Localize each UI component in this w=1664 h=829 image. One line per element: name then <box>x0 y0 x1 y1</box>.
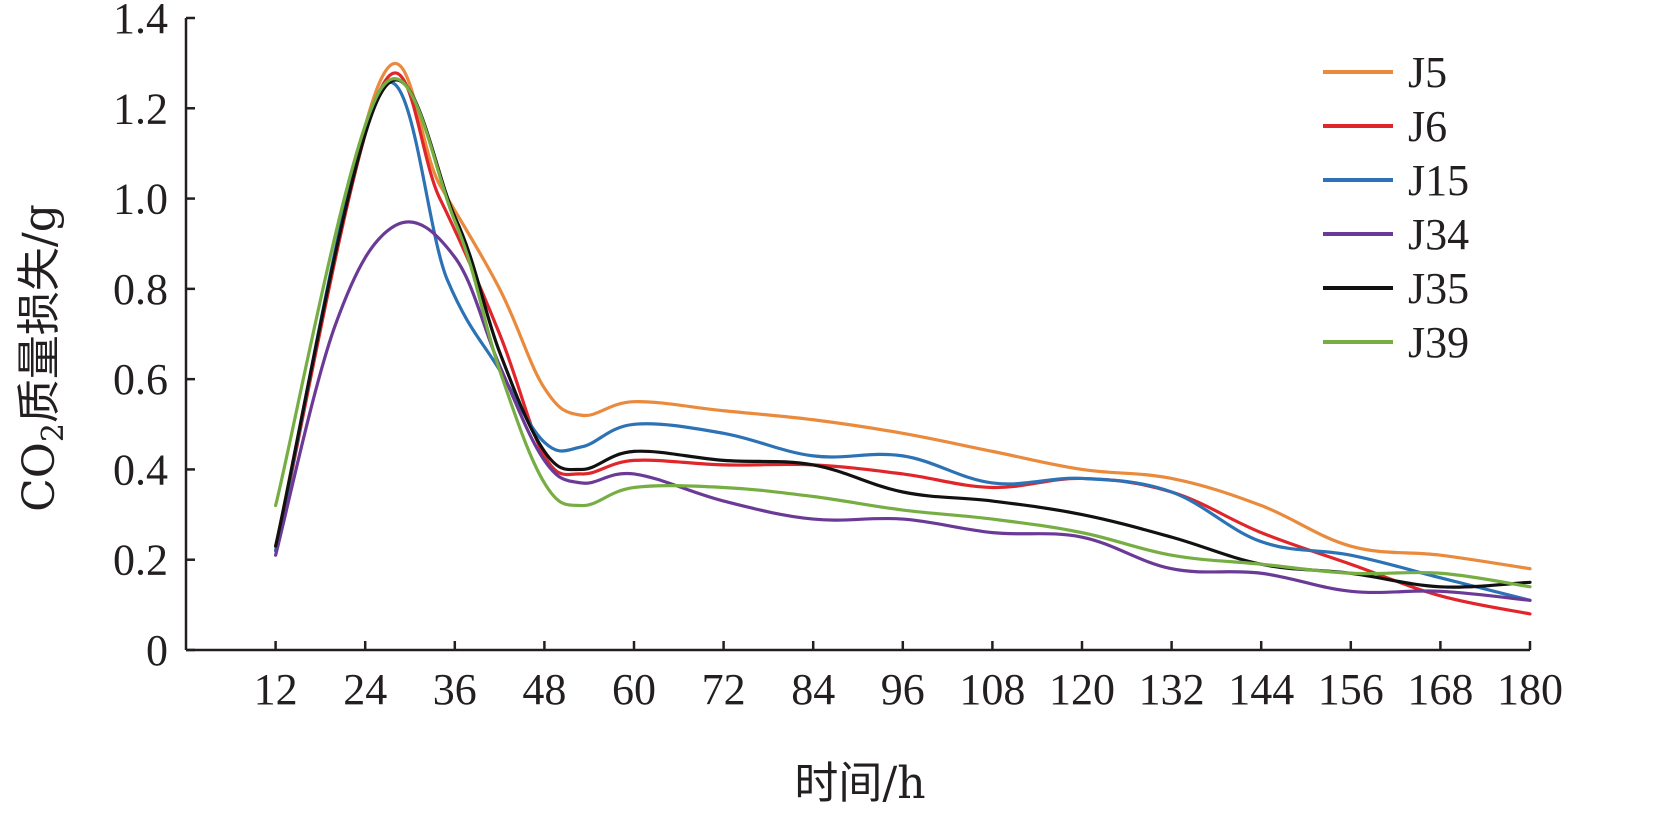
x-tick-label: 48 <box>522 665 566 714</box>
y-axis-title-prefix: CO <box>14 442 65 512</box>
chart-axes <box>184 18 1530 652</box>
x-tick-label: 36 <box>433 665 477 714</box>
legend-label-j39: J39 <box>1408 318 1469 367</box>
x-tick-label: 24 <box>343 665 387 714</box>
x-tick-label: 12 <box>254 665 298 714</box>
series-line-j39 <box>274 77 1532 589</box>
y-tick-label: 1.2 <box>113 84 168 133</box>
x-axis-title: 时间/h <box>794 758 925 809</box>
legend-label-j5: J5 <box>1408 48 1447 97</box>
y-tick-label: 0.8 <box>113 265 168 314</box>
x-tick-label: 180 <box>1497 665 1563 714</box>
plot-series <box>274 61 1532 616</box>
series-line-j6 <box>274 71 1532 616</box>
legend-label-j34: J34 <box>1408 210 1469 259</box>
legend-label-j6: J6 <box>1408 102 1447 151</box>
y-axis-title: CO2质量损失/g <box>14 204 71 512</box>
y-tick-label: 1.4 <box>113 0 168 43</box>
x-tick-label: 132 <box>1139 665 1205 714</box>
y-tick-label: 0.6 <box>113 355 168 404</box>
y-axis-title-subscript: 2 <box>36 423 71 442</box>
x-tick-label: 168 <box>1407 665 1473 714</box>
series-line-j34 <box>274 220 1532 602</box>
y-tick-label: 1.0 <box>113 175 168 224</box>
y-tick-label: 0.2 <box>113 536 168 585</box>
x-tick-label: 96 <box>881 665 925 714</box>
series-line-j5 <box>274 61 1532 571</box>
legend-label-j15: J15 <box>1408 156 1469 205</box>
x-tick-label: 60 <box>612 665 656 714</box>
chart-legend: J5 J6 J15 J34 J35 J39 <box>1323 48 1469 367</box>
y-tick-label: 0.4 <box>113 445 168 494</box>
series-line-j15 <box>274 80 1532 602</box>
x-tick-label: 156 <box>1318 665 1384 714</box>
x-tick-label: 108 <box>959 665 1025 714</box>
x-tick-label: 72 <box>702 665 746 714</box>
x-tick-label: 120 <box>1049 665 1115 714</box>
y-axis-title-suffix: 质量损失/g <box>14 204 65 423</box>
x-axis-ticks: 12 24 36 48 60 72 84 96 108 120 132 144 156 168 180 <box>254 641 1563 714</box>
legend-label-j35: J35 <box>1408 264 1469 313</box>
x-tick-label: 84 <box>791 665 835 714</box>
y-tick-label: 0 <box>146 626 168 675</box>
x-tick-label: 144 <box>1228 665 1294 714</box>
y-axis-ticks: 0 0.2 0.4 0.6 0.8 1.0 1.2 1.4 <box>113 0 195 675</box>
